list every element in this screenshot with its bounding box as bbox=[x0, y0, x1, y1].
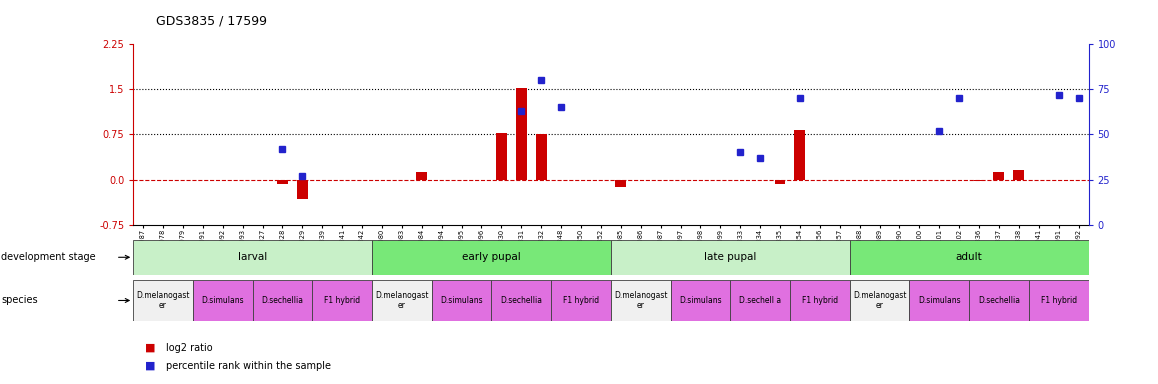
Text: D.simulans: D.simulans bbox=[201, 296, 244, 305]
Bar bbox=[794, 130, 806, 180]
Text: F1 hybrid: F1 hybrid bbox=[1041, 296, 1077, 305]
Bar bbox=[731, 280, 790, 321]
Text: species: species bbox=[1, 295, 38, 306]
Bar bbox=[1028, 280, 1089, 321]
Text: log2 ratio: log2 ratio bbox=[166, 343, 212, 353]
Bar bbox=[790, 280, 850, 321]
Text: D.sechell a: D.sechell a bbox=[739, 296, 782, 305]
Bar bbox=[610, 280, 670, 321]
Text: early pupal: early pupal bbox=[462, 252, 521, 262]
Text: F1 hybrid: F1 hybrid bbox=[563, 296, 599, 305]
Text: larval: larval bbox=[237, 252, 267, 262]
Bar bbox=[610, 240, 850, 275]
Bar bbox=[536, 134, 547, 180]
Bar bbox=[551, 280, 610, 321]
Text: ■: ■ bbox=[145, 343, 155, 353]
Text: D.melanogast
er: D.melanogast er bbox=[137, 291, 190, 310]
Bar bbox=[491, 280, 551, 321]
Text: D.melanogast
er: D.melanogast er bbox=[852, 291, 907, 310]
Text: ■: ■ bbox=[145, 361, 155, 371]
Bar bbox=[372, 240, 610, 275]
Text: D.melanogast
er: D.melanogast er bbox=[375, 291, 428, 310]
Bar bbox=[994, 172, 1004, 180]
Bar bbox=[850, 280, 909, 321]
Bar bbox=[432, 280, 491, 321]
Text: F1 hybrid: F1 hybrid bbox=[801, 296, 838, 305]
Text: percentile rank within the sample: percentile rank within the sample bbox=[166, 361, 330, 371]
Bar bbox=[277, 180, 288, 184]
Bar bbox=[974, 180, 984, 181]
Bar bbox=[969, 280, 1028, 321]
Bar bbox=[313, 280, 372, 321]
Bar bbox=[670, 280, 731, 321]
Bar bbox=[133, 280, 193, 321]
Bar bbox=[193, 280, 252, 321]
Bar bbox=[252, 280, 313, 321]
Text: D.simulans: D.simulans bbox=[918, 296, 960, 305]
Bar bbox=[372, 280, 432, 321]
Text: D.simulans: D.simulans bbox=[679, 296, 721, 305]
Text: adult: adult bbox=[955, 252, 982, 262]
Text: D.sechellia: D.sechellia bbox=[262, 296, 303, 305]
Text: D.simulans: D.simulans bbox=[440, 296, 483, 305]
Text: D.sechellia: D.sechellia bbox=[500, 296, 542, 305]
Bar bbox=[296, 180, 308, 199]
Text: F1 hybrid: F1 hybrid bbox=[324, 296, 360, 305]
Bar bbox=[496, 132, 507, 180]
Bar bbox=[615, 180, 626, 187]
Text: D.melanogast
er: D.melanogast er bbox=[614, 291, 667, 310]
Bar bbox=[133, 240, 372, 275]
Bar bbox=[775, 180, 785, 184]
Bar bbox=[909, 280, 969, 321]
Bar bbox=[850, 240, 1089, 275]
Bar bbox=[1013, 170, 1025, 180]
Bar bbox=[416, 172, 427, 180]
Text: D.sechellia: D.sechellia bbox=[979, 296, 1020, 305]
Text: development stage: development stage bbox=[1, 252, 96, 262]
Text: late pupal: late pupal bbox=[704, 252, 756, 262]
Text: GDS3835 / 17599: GDS3835 / 17599 bbox=[156, 15, 267, 28]
Bar bbox=[515, 88, 527, 180]
